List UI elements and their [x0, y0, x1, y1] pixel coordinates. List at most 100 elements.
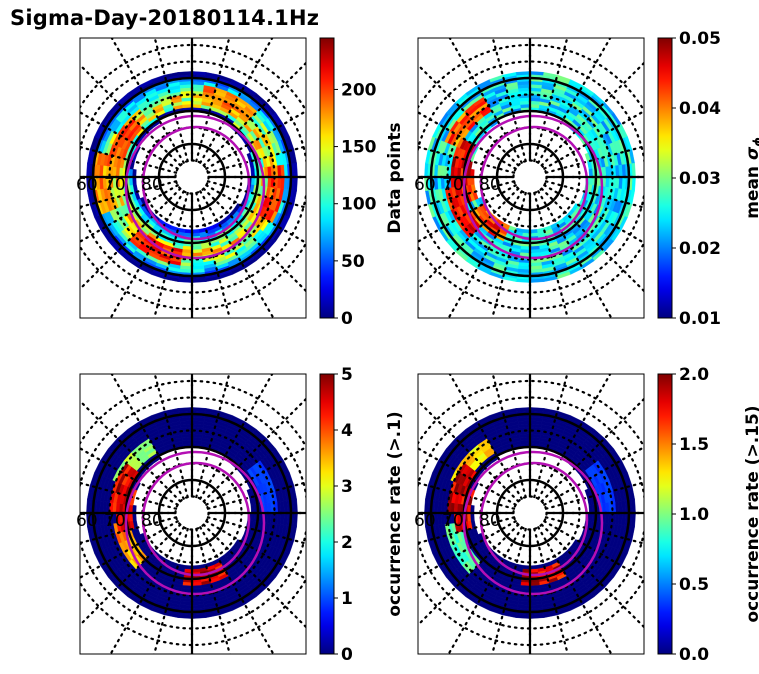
colorbar-tick-label: 0: [341, 645, 353, 665]
dotted-meridian: [80, 187, 182, 291]
dotted-meridian: [543, 520, 644, 581]
dotted-meridian: [491, 38, 527, 163]
dotted-meridian: [544, 481, 644, 510]
heatmap-cell: [470, 505, 475, 514]
dotted-meridian: [418, 180, 516, 209]
dotted-meridian: [418, 63, 520, 167]
dotted-meridian: [195, 38, 231, 163]
lat-label-60: 60: [76, 175, 98, 195]
oval-poleward-boundary: [141, 461, 251, 577]
dotted-meridian: [110, 38, 185, 164]
heatmap-cell: [470, 512, 475, 521]
dotted-meridian: [195, 191, 231, 318]
dotted-meridian: [199, 190, 275, 318]
oval-equatorward-boundary: [124, 114, 266, 260]
dotted-meridian: [153, 38, 189, 163]
figure-title: Sigma-Day-20180114.1Hz: [10, 6, 320, 30]
colorbar-tick-label: 0: [341, 309, 353, 329]
dotted-meridian: [80, 447, 179, 506]
dotted-meridian: [540, 397, 644, 503]
dotted-meridian: [491, 527, 527, 654]
colorbar-tick-label: 0.01: [679, 309, 721, 329]
dotted-meridian: [544, 516, 644, 545]
colorbar-tick-label: 5: [341, 365, 353, 385]
lat-label-80: 80: [141, 175, 163, 195]
axes-frame: [79, 37, 307, 319]
lat-label-70: 70: [104, 511, 126, 531]
dotted-meridian: [544, 145, 644, 174]
dotted-meridian: [205, 445, 306, 506]
dotted-meridian: [543, 445, 644, 506]
heatmap-cell: [470, 169, 475, 178]
dotted-meridian: [202, 523, 306, 629]
dotted-meridian: [199, 38, 274, 164]
dotted-meridian: [80, 523, 182, 627]
colorbar-tick-label: 100: [341, 195, 377, 215]
colorbar-tick-label: 50: [341, 252, 365, 272]
heatmap-cells: [86, 407, 298, 619]
colorbar-tick-label: 0.0: [679, 645, 709, 665]
dotted-meridian: [80, 111, 179, 170]
dotted-meridian: [448, 38, 523, 164]
dotted-meridian: [543, 184, 644, 245]
axes-frame: [79, 373, 307, 655]
dotted-meridian: [153, 374, 189, 499]
dotted-meridian: [199, 374, 274, 500]
dotted-meridian: [206, 516, 306, 545]
dotted-meridian: [80, 145, 178, 174]
dotted-meridian: [205, 184, 306, 245]
dotted-meridian: [418, 111, 517, 170]
heatmap-cell: [250, 168, 255, 178]
dotted-meridian: [418, 145, 516, 174]
dotted-meridian: [199, 526, 275, 654]
colorbar-tick-label: 0.04: [679, 99, 721, 119]
dotted-meridian: [418, 481, 516, 510]
colorbar-tick-label: 1.5: [679, 435, 709, 455]
heatmap-cell: [588, 168, 593, 178]
lat-label-70: 70: [442, 175, 464, 195]
oval-equatorward-boundary: [124, 450, 266, 596]
dotted-meridian: [533, 527, 569, 654]
dotted-meridian: [206, 180, 306, 209]
heatmap-cell: [588, 504, 593, 514]
colorbar-tick-label: 2: [341, 533, 353, 553]
dotted-meridian: [195, 374, 231, 499]
dotted-meridian: [80, 399, 182, 503]
dotted-meridian: [80, 184, 179, 243]
colorbar-gradient: [657, 37, 673, 319]
heatmap-cell: [250, 504, 255, 514]
colorbar-tick-label: 0.03: [679, 169, 721, 189]
colorbar-tick-label: 0.5: [679, 575, 709, 595]
polar-panel-2: 60 70 80: [414, 37, 645, 319]
dotted-meridian: [202, 61, 306, 167]
dotted-meridian: [537, 526, 613, 654]
dotted-meridian: [205, 109, 306, 170]
lat-label-60: 60: [414, 175, 436, 195]
colorbar-tick-label: 150: [341, 138, 377, 158]
heatmap-cell: [470, 176, 475, 185]
dotted-meridian: [110, 374, 185, 500]
colorbar-tick-label: 1: [341, 589, 353, 609]
dotted-meridian: [153, 527, 189, 654]
heatmap-cell: [132, 505, 137, 514]
oval-equatorward-boundary: [462, 114, 604, 260]
dotted-meridian: [447, 190, 523, 318]
dotted-meridian: [418, 523, 520, 627]
colorbar-label: Data points: [385, 122, 405, 233]
lat-label-60: 60: [76, 511, 98, 531]
colorbar-tick-label: 0.05: [679, 29, 721, 49]
colorbar-gradient: [657, 373, 673, 655]
dotted-meridian: [537, 38, 612, 164]
colorbar-tick-label: 0.02: [679, 239, 721, 259]
colorbar-label: occurrence rate (>.1): [385, 411, 405, 616]
colorbar-tick-label: 3: [341, 477, 353, 497]
dotted-meridian: [206, 481, 306, 510]
polar-panel-1: 60 70 80: [76, 37, 307, 319]
dotted-meridian: [540, 61, 644, 167]
dotted-meridian: [418, 184, 517, 243]
lat-label-80: 80: [479, 175, 501, 195]
dotted-meridian: [80, 481, 178, 510]
dotted-meridian: [205, 520, 306, 581]
colorbar-label: mean σϕ: [743, 137, 759, 219]
